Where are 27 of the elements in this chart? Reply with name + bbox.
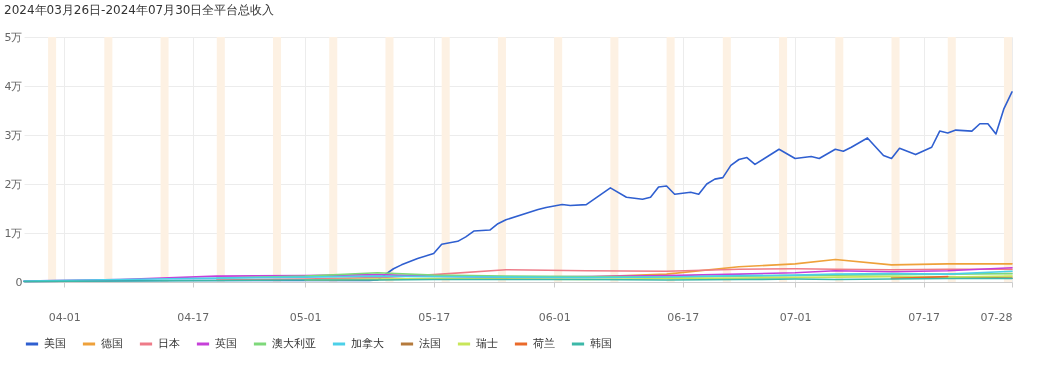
y-tick-label: 4万 (4, 79, 23, 93)
x-tick-label: 04-17 (177, 310, 210, 324)
y-tick-label: 5万 (4, 30, 23, 44)
line-series (215, 267, 1013, 281)
x-tick-label: 07-01 (779, 310, 812, 324)
legend-label: 美国 (44, 337, 66, 350)
x-tick-label: 04-01 (48, 310, 81, 324)
legend-label: 澳大利亚 (272, 337, 316, 350)
legend-label: 日本 (158, 337, 180, 350)
y-tick-label: 3万 (4, 128, 23, 142)
legend-label: 韩国 (590, 337, 612, 350)
chart-title: 2024年03月26日-2024年07月30日全平台总收入 (4, 3, 275, 17)
y-tick-label: 1万 (4, 226, 23, 240)
legend-label: 法国 (419, 337, 441, 350)
x-tick-label: 07-28 (980, 310, 1013, 324)
x-tick-label: 06-17 (667, 310, 700, 324)
legend-label: 英国 (215, 337, 237, 350)
legend-label: 荷兰 (533, 337, 555, 350)
x-tick-label: 05-17 (418, 310, 451, 324)
y-tick-label: 2万 (4, 177, 23, 191)
y-tick-label: 0 (15, 275, 23, 289)
legend-label: 德国 (101, 337, 123, 350)
legend-label: 加拿大 (351, 337, 384, 350)
x-tick-label: 07-17 (908, 310, 941, 324)
x-tick-label: 06-01 (538, 310, 571, 324)
legend-label: 瑞士 (476, 337, 498, 350)
x-tick-label: 05-01 (289, 310, 322, 324)
